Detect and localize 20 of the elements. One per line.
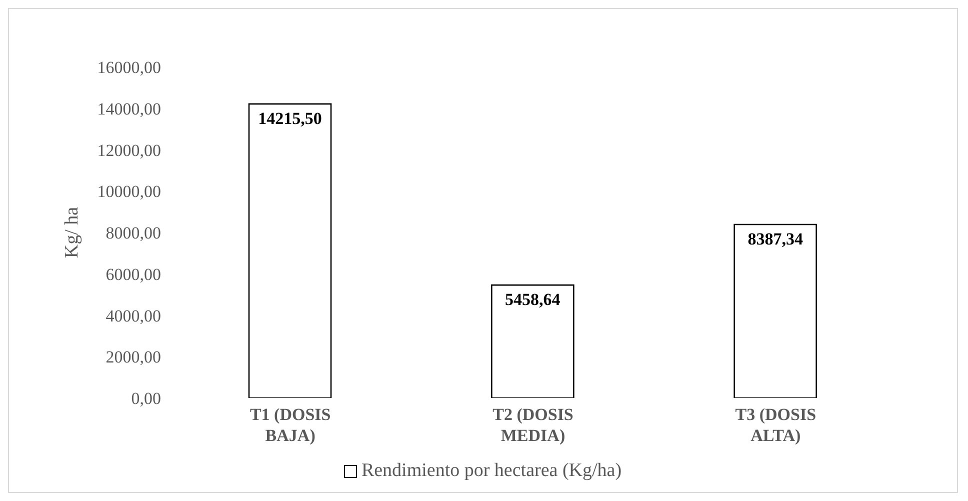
y-tick-label: 2000,00 — [106, 348, 161, 367]
y-tick-label: 12000,00 — [97, 140, 161, 160]
y-tick-label: 14000,00 — [97, 99, 161, 118]
y-tick-label: 6000,00 — [106, 264, 161, 284]
y-axis-title: Kg/ ha — [62, 206, 83, 258]
y-tick-label: 16000,00 — [97, 58, 161, 78]
data-label: 5458,64 — [505, 290, 561, 310]
bar — [248, 103, 332, 398]
data-label: 14215,50 — [258, 108, 322, 128]
y-tick-label: 0,00 — [131, 389, 161, 408]
x-tick-label: T2 (DOSIS MEDIA) — [492, 405, 574, 445]
legend-label: Rendimiento por hectarea (Kg/ha) — [360, 460, 622, 482]
bar — [734, 224, 817, 398]
bar — [491, 284, 574, 398]
y-tick-label: 8000,00 — [106, 224, 161, 243]
x-tick-label: T3 (DOSIS ALTA) — [735, 405, 816, 445]
data-label: 8387,34 — [748, 229, 804, 248]
x-tick-label: T1 (DOSIS BAJA) — [250, 405, 331, 445]
y-tick-label: 4000,00 — [106, 306, 161, 326]
y-tick-label: 10000,00 — [97, 182, 161, 202]
